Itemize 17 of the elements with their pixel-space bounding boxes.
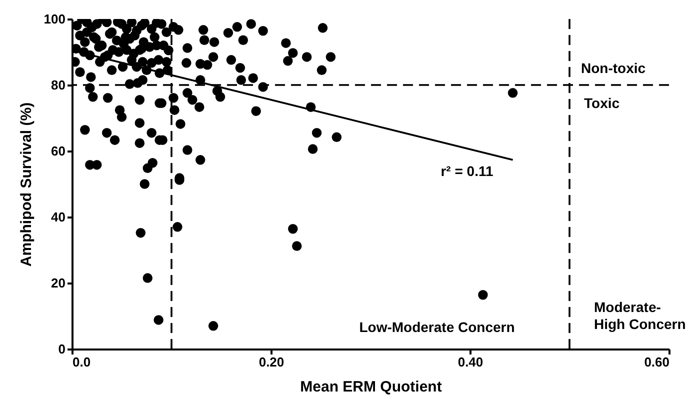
annotation: r² = 0.11 [440, 163, 494, 179]
y-axis-title: Amphipod Survival (%) [18, 102, 35, 267]
y-tick-label: 80 [51, 78, 66, 92]
x-tick-label: 0.0 [72, 354, 91, 370]
x-axis-title: Mean ERM Quotient [300, 378, 442, 396]
annotation: Toxic [584, 95, 620, 111]
y-tick-label: 20 [51, 276, 66, 290]
y-tick-label: 60 [51, 144, 66, 158]
annotation: Moderate- High Concern [594, 299, 686, 332]
y-tick-label: 0 [58, 342, 66, 356]
x-tick-label: 0.60 [644, 354, 670, 370]
x-tick-label: 0.40 [458, 354, 484, 370]
x-tick-label: 0.20 [258, 354, 284, 370]
y-tick-label: 100 [44, 12, 66, 26]
annotation: Low-Moderate Concern [359, 319, 515, 335]
annotation: Non-toxic [581, 60, 646, 76]
y-tick-label: 40 [51, 210, 66, 224]
